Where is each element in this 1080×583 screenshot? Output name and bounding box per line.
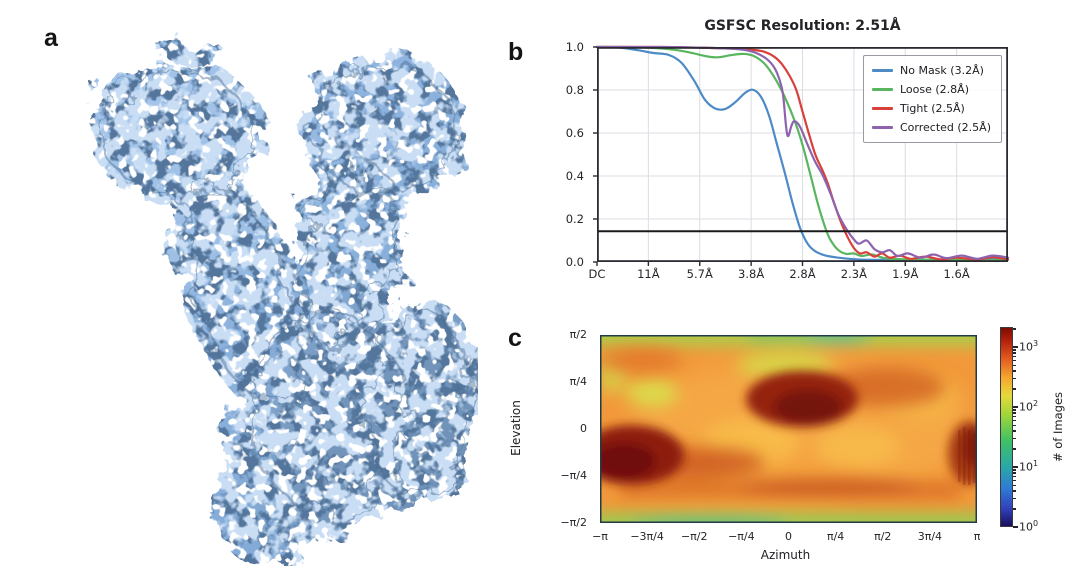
protein-density-map <box>38 14 478 566</box>
x-tick-label: 11Å <box>637 267 660 281</box>
heatmap-x-tick-label: 3π/4 <box>917 530 943 543</box>
fsc-curve <box>595 45 1010 262</box>
heatmap-x-tick-label: −3π/4 <box>630 530 664 543</box>
y-tick-label: 0.2 <box>565 212 584 226</box>
fsc-curve <box>595 45 1010 260</box>
y-tick-label: 0.8 <box>565 83 584 97</box>
legend-label: Tight (2.5Å) <box>900 102 965 115</box>
x-tick-label: 2.8Å <box>789 267 816 281</box>
panel-b-label: b <box>508 38 524 66</box>
elevation-axis-label: Elevation <box>509 400 523 456</box>
heatmap-x-tick-label: π/4 <box>826 530 845 543</box>
colorbar-minor-tick <box>1013 484 1016 486</box>
colorbar-tick-label: 100 <box>1019 519 1039 534</box>
colorbar-ticks <box>1013 327 1021 528</box>
colorbar-major-tick <box>1013 346 1018 348</box>
heatmap-y-tick-labels: π/2 π/4 0 −π/4 −π/2 <box>546 328 592 529</box>
colorbar-gradient <box>1000 327 1013 527</box>
colorbar-minor-tick <box>1013 415 1016 418</box>
azimuth-axis-label: Azimuth <box>760 548 811 562</box>
fsc-legend: No Mask (3.2Å) Loose (2.8Å) Tight (2.5Å) Co… <box>863 55 1002 143</box>
legend-label: No Mask (3.2Å) <box>900 64 984 77</box>
colorbar-minor-tick <box>1013 352 1016 354</box>
colorbar-minor-tick <box>1013 388 1016 390</box>
heatmap-x-tick-label: −π <box>592 530 608 543</box>
heatmap-chart <box>580 323 992 533</box>
x-tick-label: 3.8Å <box>738 267 765 281</box>
colorbar-minor-tick <box>1013 419 1016 422</box>
fsc-x-tick-labels: DC 11Å 5.7Å 3.8Å 2.8Å 2.3Å 1.9Å 1.6Å <box>589 267 1008 283</box>
heatmap-x-tick-label: −π/2 <box>680 530 708 543</box>
colorbar-minor-tick <box>1013 349 1016 351</box>
x-tick-label: 5.7Å <box>686 267 713 281</box>
colorbar-minor-tick <box>1013 377 1016 380</box>
heatmap-y-tick-label: π/4 <box>569 375 587 388</box>
legend-label: Corrected (2.5Å) <box>900 121 991 134</box>
colorbar-tick-label: 102 <box>1019 399 1039 414</box>
fsc-plot-svg <box>593 45 1010 266</box>
heatmap-x-tick-label: π <box>973 530 981 543</box>
colorbar-minor-tick <box>1013 355 1016 358</box>
colorbar-minor-tick <box>1013 437 1016 440</box>
legend-item: Corrected (2.5Å) <box>872 118 991 137</box>
heatmap-svg <box>580 323 992 533</box>
legend-item: Tight (2.5Å) <box>872 99 991 118</box>
y-tick-label: 0.0 <box>565 255 584 269</box>
colorbar-minor-tick <box>1013 364 1016 366</box>
heatmap-y-tick-label: −π/4 <box>560 469 587 482</box>
colorbar-minor-tick <box>1013 479 1016 482</box>
colorbar-minor-tick <box>1013 412 1016 414</box>
colorbar-minor-tick <box>1013 424 1016 426</box>
colorbar-minor-tick <box>1013 359 1016 362</box>
colorbar-tick-labels: 103 102 101 100 <box>1019 327 1053 534</box>
legend-swatch <box>872 69 893 72</box>
legend-swatch <box>872 126 893 129</box>
y-tick-label: 0.4 <box>565 169 584 183</box>
legend-label: Loose (2.8Å) <box>900 83 969 96</box>
fsc-chart: No Mask (3.2Å) Loose (2.8Å) Tight (2.5Å) Co… <box>593 45 1010 266</box>
x-tick-label: 2.3Å <box>840 267 867 281</box>
fsc-y-tick-labels: 0.0 0.2 0.4 0.6 0.8 1.0 <box>548 40 590 269</box>
colorbar-minor-tick <box>1013 328 1016 330</box>
colorbar-minor-tick <box>1013 472 1016 474</box>
colorbar-major-tick <box>1013 466 1018 468</box>
colorbar-minor-tick <box>1013 469 1016 471</box>
colorbar-tick-label: 101 <box>1019 459 1039 474</box>
colorbar-minor-tick <box>1013 448 1016 450</box>
heatmap-x-tick-label: 0 <box>785 530 792 543</box>
legend-item: Loose (2.8Å) <box>872 80 991 99</box>
colorbar-minor-tick <box>1013 370 1016 372</box>
heatmap-x-tick-label: −π/4 <box>728 530 755 543</box>
colorbar-minor-tick <box>1013 475 1016 478</box>
colorbar-label: # of Images <box>1051 391 1065 463</box>
colorbar-major-tick <box>1013 406 1018 408</box>
heatmap-y-tick-label: 0 <box>580 422 587 435</box>
x-tick-label: 1.9Å <box>892 267 919 281</box>
colorbar-minor-tick <box>1013 430 1016 432</box>
colorbar-minor-tick <box>1013 508 1016 510</box>
legend-item: No Mask (3.2Å) <box>872 61 991 80</box>
heatmap-x-tick-labels: −π −3π/4 −π/2 −π/4 0 π/4 π/2 3π/4 π <box>592 530 980 544</box>
heatmap-y-tick-label: −π/2 <box>560 516 587 529</box>
heatmap-y-tick-label: π/2 <box>569 328 587 341</box>
legend-swatch <box>872 88 893 91</box>
legend-swatch <box>872 107 893 110</box>
heatmap-x-tick-label: π/2 <box>874 530 892 543</box>
panel-c-label: c <box>508 324 522 352</box>
colorbar-tick-label: 103 <box>1019 339 1039 354</box>
y-tick-label: 1.0 <box>565 40 584 54</box>
y-tick-label: 0.6 <box>565 126 584 140</box>
x-tick-label: 1.6Å <box>943 267 970 281</box>
colorbar-major-tick <box>1013 526 1018 528</box>
colorbar-minor-tick <box>1013 490 1016 492</box>
colorbar-minor-tick <box>1013 497 1016 500</box>
fsc-chart-title: GSFSC Resolution: 2.51Å <box>704 18 901 34</box>
plot-frame <box>596 46 1009 262</box>
colorbar-minor-tick <box>1013 409 1016 411</box>
x-tick-label: DC <box>588 267 606 281</box>
